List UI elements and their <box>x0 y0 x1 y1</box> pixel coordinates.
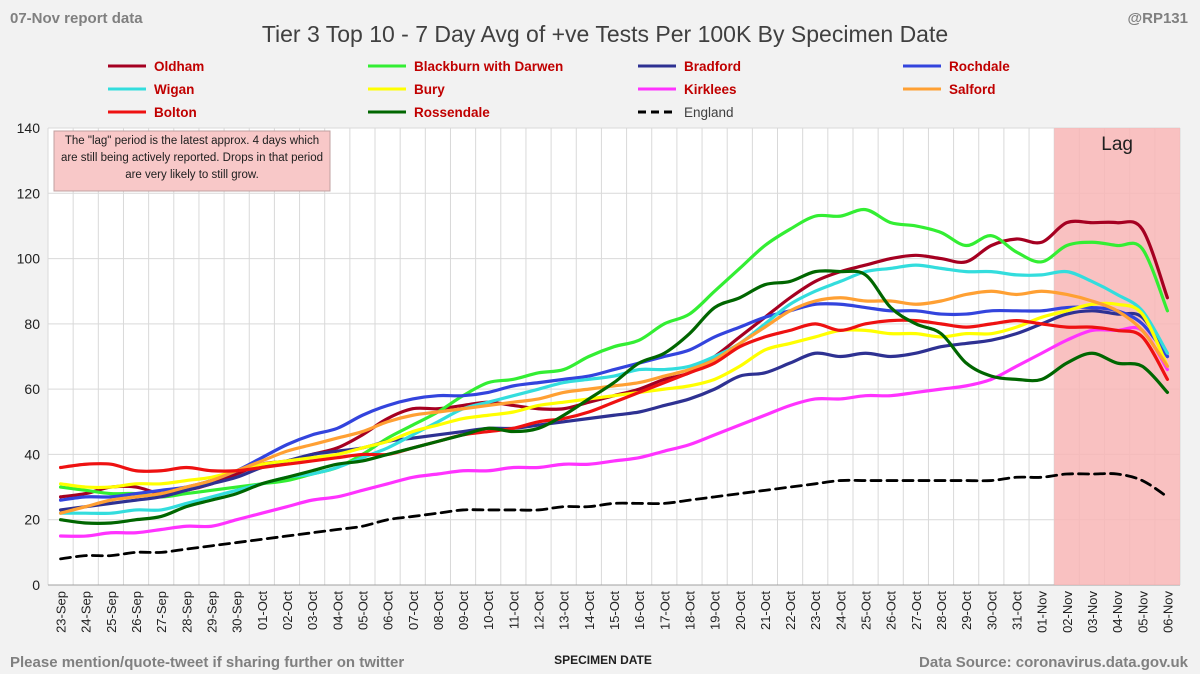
x-tick-label: 29-Sep <box>205 591 220 633</box>
x-tick-label: 18-Oct <box>682 591 697 630</box>
x-tick-label: 12-Oct <box>532 591 547 630</box>
x-tick-label: 05-Nov <box>1135 591 1150 633</box>
series-line-bolton <box>58 318 1170 473</box>
x-tick-label: 11-Oct <box>506 591 521 629</box>
x-tick-label: 25-Sep <box>104 591 119 633</box>
x-tick-label: 06-Nov <box>1160 591 1175 633</box>
legend-label-rochdale: Rochdale <box>949 59 1010 74</box>
legend-label-bury: Bury <box>414 82 445 97</box>
x-tick-label: 06-Oct <box>381 591 396 630</box>
x-tick-label: 17-Oct <box>657 591 672 630</box>
x-tick-label: 07-Oct <box>406 591 421 630</box>
x-axis-label: SPECIMEN DATE <box>554 653 652 667</box>
x-tick-label: 02-Nov <box>1060 591 1075 633</box>
x-tick-label: 01-Nov <box>1035 591 1050 633</box>
footer-note: Please mention/quote-tweet if sharing fu… <box>10 654 404 671</box>
x-tick-label: 08-Oct <box>431 591 446 630</box>
x-tick-label: 30-Oct <box>984 591 999 630</box>
x-tick-label: 13-Oct <box>557 591 572 630</box>
x-tick-label: 02-Oct <box>280 591 295 630</box>
chart-title: Tier 3 Top 10 - 7 Day Avg of +ve Tests P… <box>262 21 948 47</box>
legend-label-kirklees: Kirklees <box>684 82 737 97</box>
x-tick-label: 03-Oct <box>305 591 320 630</box>
x-tick-label: 25-Oct <box>859 591 874 630</box>
x-tick-label: 05-Oct <box>355 591 370 630</box>
x-tick-label: 20-Oct <box>733 591 748 630</box>
y-tick-label: 60 <box>24 381 40 397</box>
legend-label-england: England <box>684 105 734 120</box>
x-tick-label: 26-Oct <box>884 591 899 630</box>
legend-label-salford: Salford <box>949 82 996 97</box>
x-tick-label: 03-Nov <box>1085 591 1100 633</box>
x-tick-label: 19-Oct <box>708 591 723 630</box>
x-tick-label: 10-Oct <box>481 591 496 630</box>
series-line-rossendale <box>58 269 1170 525</box>
series-line-kirklees <box>58 325 1170 538</box>
legend-label-oldham: Oldham <box>154 59 204 74</box>
y-tick-label: 20 <box>24 512 40 528</box>
x-tick-label: 27-Sep <box>154 591 169 633</box>
x-tick-label: 21-Oct <box>758 591 773 630</box>
x-tick-label: 31-Oct <box>1009 591 1024 630</box>
x-tick-label: 04-Nov <box>1110 591 1125 633</box>
series-lines <box>58 207 1170 561</box>
x-tick-label: 23-Oct <box>808 591 823 630</box>
lag-note-box <box>53 130 331 192</box>
x-tick-label: 23-Sep <box>54 591 69 633</box>
legend-label-bradford: Bradford <box>684 59 741 74</box>
x-tick-label: 28-Sep <box>179 591 194 633</box>
x-tick-label: 27-Oct <box>909 591 924 630</box>
x-tick-label: 15-Oct <box>607 591 622 630</box>
x-tick-label: 26-Sep <box>129 591 144 633</box>
series-line-wigan <box>58 263 1170 516</box>
legend: Oldham Blackburn with Darwen Bradford Rochd… <box>108 59 1010 120</box>
x-tick-label: 16-Oct <box>632 591 647 630</box>
lag-label: Lag <box>1101 134 1133 155</box>
legend-label-bolton: Bolton <box>154 105 197 120</box>
x-tick-label: 29-Oct <box>959 591 974 630</box>
data-source: Data Source: coronavirus.data.gov.uk <box>919 654 1189 671</box>
lag-note-text: The "lag" period is the latest approx. 4… <box>60 135 324 181</box>
x-tick-label: 28-Oct <box>934 591 949 630</box>
lag-note: The "lag" period is the latest approx. 4… <box>53 130 331 192</box>
report-date-label: 07-Nov report data <box>10 10 143 27</box>
x-tick-label: 09-Oct <box>456 591 471 630</box>
y-tick-label: 120 <box>17 185 41 201</box>
x-tick-label: 24-Sep <box>79 591 94 633</box>
x-tick-label: 04-Oct <box>330 591 345 630</box>
x-tick-label: 14-Oct <box>582 591 597 630</box>
y-tick-label: 0 <box>32 577 40 593</box>
x-tick-label: 01-Oct <box>255 591 270 630</box>
legend-label-wigan: Wigan <box>154 82 194 97</box>
x-tick-label: 22-Oct <box>783 591 798 630</box>
y-tick-label: 140 <box>17 120 41 136</box>
x-tick-label: 24-Oct <box>833 591 848 630</box>
series-line-bradford <box>58 309 1170 512</box>
series-line-blackburn-with-darwen <box>58 207 1170 499</box>
series-line-england <box>59 472 1169 561</box>
series-line-salford <box>58 289 1170 515</box>
author-handle: @RP131 <box>1128 10 1189 27</box>
y-tick-label: 100 <box>17 251 41 267</box>
y-axis-ticks: 0 20 40 60 80 100 120 140 <box>17 120 41 593</box>
legend-label-blackburn-with-darwen: Blackburn with Darwen <box>414 59 563 74</box>
legend-label-rossendale: Rossendale <box>414 105 490 120</box>
x-axis-ticks: 23-Sep 24-Sep 25-Sep 26-Sep 27-Sep 28-Sep 29-S… <box>54 591 1176 633</box>
y-tick-label: 80 <box>24 316 40 332</box>
plot-area <box>48 128 1180 585</box>
x-tick-label: 30-Sep <box>230 591 245 633</box>
y-tick-label: 40 <box>24 446 40 462</box>
